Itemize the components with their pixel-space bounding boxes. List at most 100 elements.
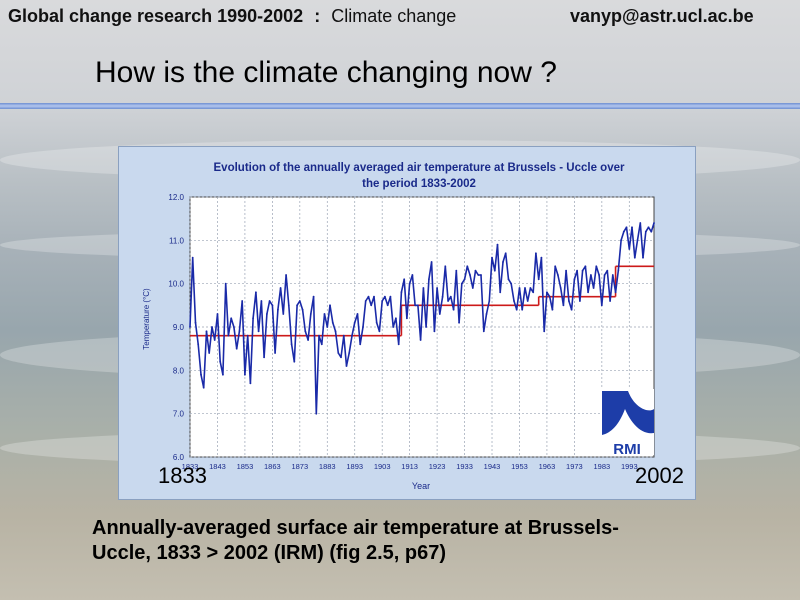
data-point — [384, 295, 386, 298]
data-point — [617, 269, 620, 272]
data-point — [543, 330, 546, 333]
data-point — [304, 330, 307, 333]
data-point — [438, 313, 441, 315]
data-point — [367, 295, 370, 298]
x-tick-label: 1863 — [264, 462, 281, 471]
data-point — [392, 326, 395, 328]
data-point — [636, 239, 639, 242]
series-points-layer — [189, 222, 655, 415]
data-point — [287, 304, 290, 307]
data-point — [557, 274, 559, 276]
data-point — [485, 313, 488, 315]
data-point — [606, 269, 609, 272]
data-point — [488, 300, 491, 302]
data-point — [381, 300, 384, 302]
chart-x-axis-label: Year — [412, 481, 430, 491]
data-point — [356, 313, 359, 315]
data-point — [216, 313, 219, 315]
data-point — [598, 274, 600, 276]
data-point — [540, 256, 543, 259]
x-tick-label: 1833 — [182, 462, 199, 471]
data-point — [631, 226, 633, 229]
data-point — [447, 300, 449, 302]
data-point — [449, 295, 452, 298]
data-point — [298, 300, 301, 302]
header-course: Global change research 1990-2002 — [8, 6, 304, 26]
data-point — [411, 274, 414, 276]
y-tick-label: 10.0 — [168, 280, 184, 289]
data-point — [477, 274, 480, 276]
data-point — [329, 304, 331, 307]
data-point — [290, 343, 293, 346]
y-tick-label: 9.0 — [173, 323, 185, 332]
data-point — [271, 304, 274, 307]
data-point — [406, 317, 408, 320]
data-point — [351, 334, 353, 337]
x-tick-label: 1923 — [429, 462, 446, 471]
data-point — [274, 352, 276, 354]
data-point — [644, 230, 647, 233]
data-point — [301, 308, 304, 311]
data-point — [587, 291, 589, 294]
x-tick-label: 1853 — [237, 462, 254, 471]
x-tick-label: 1973 — [566, 462, 583, 471]
data-point — [568, 300, 570, 302]
data-point — [244, 373, 246, 376]
data-point — [279, 287, 282, 289]
data-point — [285, 274, 287, 276]
data-point — [268, 300, 271, 302]
title-divider — [0, 103, 800, 109]
data-point — [502, 261, 504, 263]
data-point — [493, 269, 496, 272]
data-point — [499, 291, 502, 294]
x-tick-label: 1883 — [319, 462, 336, 471]
data-point — [559, 287, 562, 289]
temperature-series-line — [189, 222, 655, 415]
data-point — [653, 222, 655, 224]
y-tick-label: 12.0 — [168, 193, 184, 202]
data-point — [211, 326, 213, 328]
data-point — [474, 269, 477, 272]
data-point — [227, 334, 230, 337]
data-point — [507, 278, 510, 281]
data-point — [205, 330, 208, 333]
temperature-chart: Evolution of the annually averaged air t… — [118, 146, 696, 500]
data-point — [570, 308, 573, 311]
data-point — [452, 308, 455, 311]
data-point — [257, 330, 260, 333]
data-point — [433, 330, 436, 333]
data-point — [535, 252, 537, 255]
data-point — [397, 343, 400, 346]
data-point — [579, 300, 581, 302]
data-point — [518, 287, 521, 289]
end-year-label: 2002 — [635, 463, 684, 488]
data-point — [345, 365, 348, 367]
slide-title: How is the climate changing now ? — [95, 56, 557, 89]
data-point — [526, 300, 529, 302]
data-point — [419, 339, 422, 341]
data-point — [614, 291, 617, 294]
data-point — [455, 269, 458, 272]
data-point — [252, 317, 255, 320]
data-point — [277, 308, 279, 311]
chart-svg: Evolution of the annually averaged air t… — [142, 162, 655, 491]
data-point — [444, 265, 447, 268]
data-point — [595, 265, 598, 268]
data-point — [213, 339, 216, 341]
data-point — [337, 352, 340, 354]
data-point — [315, 412, 318, 415]
x-tick-label: 1933 — [456, 462, 473, 471]
data-point — [386, 304, 389, 307]
data-point — [581, 269, 584, 272]
data-point — [603, 274, 606, 276]
data-point — [364, 300, 367, 302]
header-separator: : — [314, 6, 321, 26]
data-point — [562, 304, 565, 307]
data-point — [241, 300, 244, 302]
data-point — [611, 274, 614, 276]
data-point — [320, 343, 323, 346]
data-point — [496, 243, 499, 246]
data-point — [189, 326, 191, 328]
data-point — [202, 386, 205, 389]
data-point — [348, 352, 351, 354]
